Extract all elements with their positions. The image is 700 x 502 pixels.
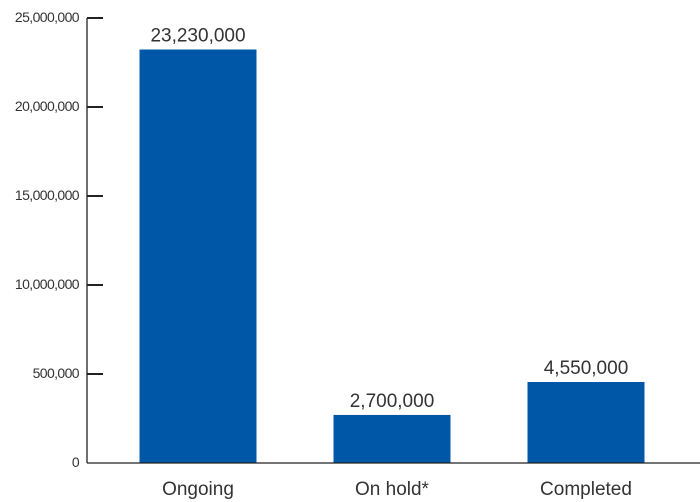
value-label: 23,230,000 bbox=[150, 26, 245, 47]
y-tick-label: 25,000,000 bbox=[15, 9, 80, 25]
bar-2 bbox=[527, 382, 645, 463]
bar-1 bbox=[333, 414, 451, 463]
y-tick-label: 20,000,000 bbox=[15, 98, 80, 114]
category-label: On hold* bbox=[355, 479, 430, 500]
x-axis: Ongoing On hold* Completed bbox=[87, 462, 700, 500]
category-label: Completed bbox=[540, 479, 632, 500]
bar-0 bbox=[139, 49, 257, 463]
y-tick-label: 500,000 bbox=[33, 365, 80, 381]
y-axis: 0 500,000 10,000,000 15,000,000 20,000,000 25… bbox=[15, 9, 103, 470]
y-tick-label: 10,000,000 bbox=[15, 276, 80, 292]
value-label: 2,700,000 bbox=[350, 391, 435, 412]
bars: 23,230,000 2,700,000 4,550,000 bbox=[139, 26, 645, 463]
y-tick-label: 0 bbox=[72, 454, 80, 470]
y-tick-label: 15,000,000 bbox=[15, 187, 80, 203]
category-label: Ongoing bbox=[162, 479, 234, 500]
value-label: 4,550,000 bbox=[544, 358, 629, 379]
